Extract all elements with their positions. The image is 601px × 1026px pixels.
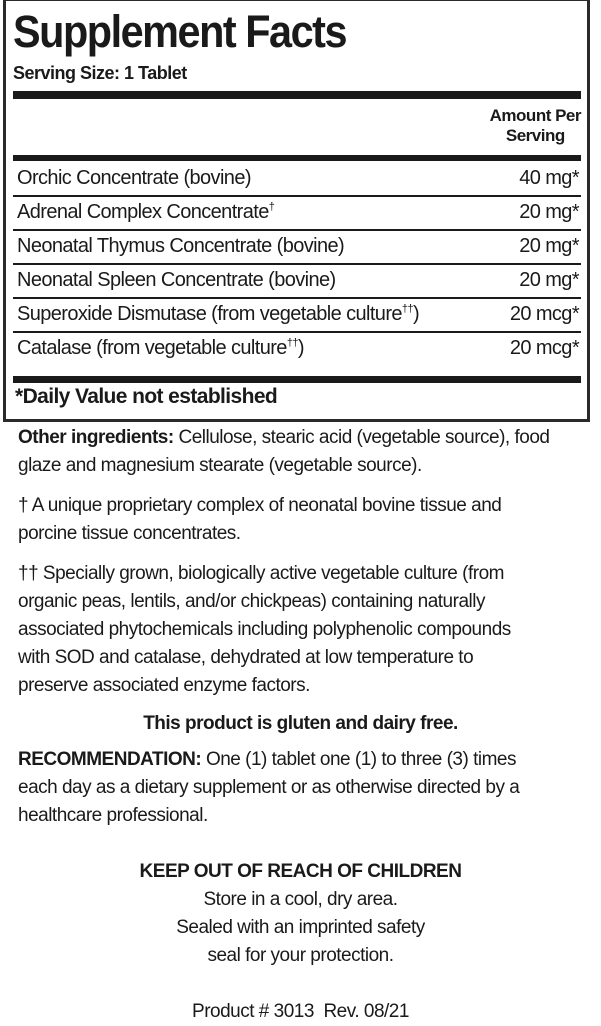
daily-value-note: *Daily Value not established bbox=[15, 385, 278, 408]
footnote-dagger: † A unique proprietary complex of neonat… bbox=[18, 492, 502, 548]
text-line: healthcare professional. bbox=[18, 805, 208, 826]
row-divider bbox=[13, 263, 581, 265]
recommendation-label: RECOMMENDATION: bbox=[18, 749, 202, 770]
ingredient-amount: 20 mcg* bbox=[509, 336, 580, 359]
ingredient-name: Orchic Concentrate (bovine) bbox=[17, 166, 252, 189]
header-line: Serving bbox=[505, 126, 565, 145]
text-line: One (1) tablet one (1) to three (3) time… bbox=[201, 749, 517, 770]
warning: KEEP OUT OF REACH OF CHILDREN bbox=[139, 861, 462, 882]
ingredient-row: Adrenal Complex Concentrate† 20 mg* bbox=[17, 195, 581, 229]
text-line: † A unique proprietary complex of neonat… bbox=[18, 495, 502, 516]
ingredient-row: Neonatal Spleen Concentrate (bovine) 20 … bbox=[17, 263, 581, 297]
storage-line: Store in a cool, dry area. bbox=[203, 889, 399, 910]
ingredient-name: Neonatal Spleen Concentrate (bovine) bbox=[17, 268, 336, 291]
ingredient-row: Superoxide Dismutase (from vegetable cul… bbox=[17, 297, 581, 331]
ingredient-amount: 20 mcg* bbox=[509, 302, 580, 325]
ingredient-name: Superoxide Dismutase (from vegetable cul… bbox=[17, 302, 420, 325]
serving-size: Serving Size: 1 Tablet bbox=[13, 63, 187, 83]
text-line: each day as a dietary supplement or as o… bbox=[18, 777, 520, 798]
row-divider bbox=[13, 331, 581, 333]
other-ingredients: Other ingredients: Cellulose, stearic ac… bbox=[18, 424, 550, 480]
thick-divider bbox=[13, 376, 581, 383]
text-line: organic peas, lentils, and/or chickpeas)… bbox=[18, 591, 485, 612]
text-line: glaze and magnesium stearate (vegetable … bbox=[18, 455, 422, 476]
text-line: preserve associated enzyme factors. bbox=[18, 675, 310, 696]
text-line: Cellulose, stearic acid (vegetable sourc… bbox=[173, 427, 550, 448]
text-line: associated phytochemicals including poly… bbox=[18, 619, 511, 640]
storage-line: Sealed with an imprinted safety bbox=[176, 917, 425, 938]
thick-divider bbox=[13, 155, 581, 161]
row-divider bbox=[13, 195, 581, 197]
ingredient-row: Neonatal Thymus Concentrate (bovine) 20 … bbox=[17, 229, 581, 263]
footnote-double-dagger: †† Specially grown, biologically active … bbox=[18, 560, 511, 700]
text-line: porcine tissue concentrates. bbox=[18, 523, 241, 544]
row-divider bbox=[13, 297, 581, 299]
amount-per-serving-header: Amount Per Serving bbox=[489, 106, 582, 146]
text-line: †† Specially grown, biologically active … bbox=[18, 563, 504, 584]
text-line: with SOD and catalase, dehydrated at low… bbox=[18, 647, 474, 668]
product-info: Product # 3013 Rev. 08/21 bbox=[192, 1001, 409, 1022]
ingredient-amount: 20 mg* bbox=[519, 268, 579, 291]
ingredient-row: Orchic Concentrate (bovine) 40 mg* bbox=[17, 161, 581, 195]
ingredient-row: Catalase (from vegetable culture††) 20 m… bbox=[17, 331, 581, 365]
recommendation: RECOMMENDATION: One (1) tablet one (1) t… bbox=[18, 746, 520, 830]
ingredient-amount: 20 mg* bbox=[519, 200, 579, 223]
other-ingredients-label: Other ingredients: bbox=[18, 427, 174, 448]
row-divider bbox=[13, 229, 581, 231]
header-line: Amount Per bbox=[489, 106, 582, 125]
gluten-statement: This product is gluten and dairy free. bbox=[143, 713, 458, 734]
storage-line: seal for your protection. bbox=[207, 945, 394, 966]
panel-title: Supplement Facts bbox=[13, 6, 347, 57]
ingredient-name: Catalase (from vegetable culture††) bbox=[17, 336, 305, 359]
ingredient-name: Neonatal Thymus Concentrate (bovine) bbox=[17, 234, 345, 257]
ingredient-amount: 20 mg* bbox=[519, 234, 579, 257]
ingredient-amount: 40 mg* bbox=[519, 166, 579, 189]
thick-divider bbox=[13, 91, 581, 99]
ingredient-name: Adrenal Complex Concentrate† bbox=[17, 200, 275, 223]
supplement-facts-panel bbox=[3, 0, 590, 422]
